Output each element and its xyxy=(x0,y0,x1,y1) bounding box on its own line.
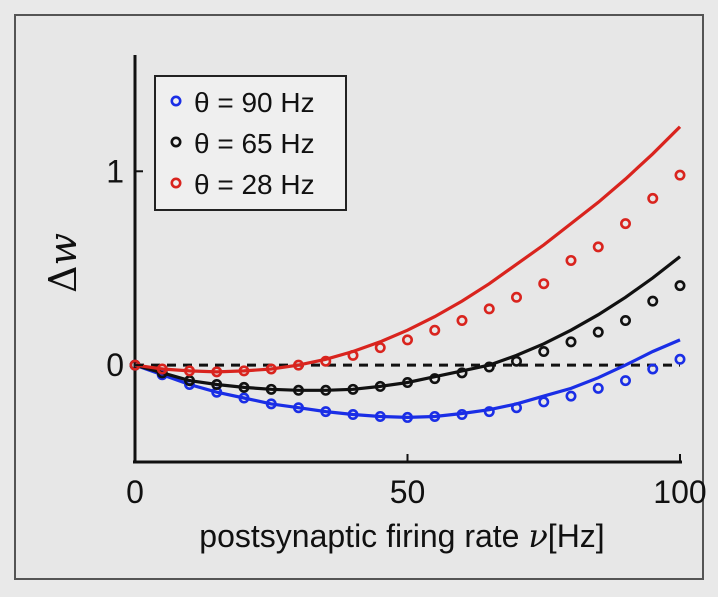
series-2-point-17 xyxy=(592,241,604,253)
legend-marker-0 xyxy=(170,95,182,107)
legend: θ = 90 Hz θ = 65 Hz θ = 28 Hz xyxy=(154,75,347,211)
series-2-point-11 xyxy=(429,324,441,336)
series-1-point-3 xyxy=(211,378,223,390)
series-2-point-8 xyxy=(347,349,359,361)
legend-label-1: θ = 65 Hz xyxy=(194,128,315,159)
series-2-fit-line xyxy=(134,125,682,374)
series-0 xyxy=(129,338,686,423)
series-0-point-5 xyxy=(265,398,277,410)
figure-frame xyxy=(14,14,704,580)
series-2-point-16 xyxy=(565,254,577,266)
series-0-point-10 xyxy=(401,411,413,423)
series-0-point-18 xyxy=(619,375,631,387)
x-tick-label-1: 50 xyxy=(390,474,426,510)
series-0-point-12 xyxy=(456,409,468,421)
series-1-point-5 xyxy=(265,383,277,395)
series-0-point-19 xyxy=(647,363,659,375)
x-axis-label: postsynaptic firing rate ν[Hz] xyxy=(199,517,604,555)
series-2-point-18 xyxy=(619,218,631,230)
series-1-point-18 xyxy=(619,315,631,327)
series-0-point-15 xyxy=(538,396,550,408)
series-1-point-15 xyxy=(538,346,550,358)
series-2-point-7 xyxy=(320,355,332,367)
series-1-point-17 xyxy=(592,326,604,338)
series-2 xyxy=(129,125,686,378)
legend-box xyxy=(154,75,347,211)
series-0-point-11 xyxy=(429,410,441,422)
series-0-point-17 xyxy=(592,382,604,394)
ticks: 0 50 100 0 1 xyxy=(106,153,706,510)
series-1-point-12 xyxy=(456,367,468,379)
series-1-point-19 xyxy=(647,295,659,307)
x-tick-label-0: 0 xyxy=(126,474,144,510)
series-1-point-11 xyxy=(429,373,441,385)
y-tick-label-0: 0 xyxy=(106,347,124,383)
series-2-point-10 xyxy=(401,334,413,346)
y-tick-label-1: 1 xyxy=(106,153,124,189)
series-2-point-9 xyxy=(374,342,386,354)
series-1-point-14 xyxy=(510,355,522,367)
series-1-point-7 xyxy=(320,384,332,396)
series-2-point-13 xyxy=(483,303,495,315)
series-2-point-5 xyxy=(265,363,277,375)
legend-label-2: θ = 28 Hz xyxy=(194,169,315,200)
series-layer xyxy=(129,125,686,423)
series-1-point-16 xyxy=(565,336,577,348)
series-0-point-4 xyxy=(238,392,250,404)
series-2-point-20 xyxy=(674,169,686,181)
series-2-point-3 xyxy=(211,366,223,378)
series-0-point-13 xyxy=(483,406,495,418)
series-2-point-19 xyxy=(647,192,659,204)
series-1-point-6 xyxy=(292,384,304,396)
series-0-point-16 xyxy=(565,390,577,402)
legend-marker-1 xyxy=(170,136,182,148)
series-1-point-10 xyxy=(401,377,413,389)
series-1-point-13 xyxy=(483,361,495,373)
series-0-point-7 xyxy=(320,406,332,418)
series-1-point-8 xyxy=(347,383,359,395)
series-0-point-8 xyxy=(347,409,359,421)
series-1-fit-line xyxy=(134,255,681,392)
series-1-point-4 xyxy=(238,381,250,393)
y-axis-label: Δw xyxy=(41,233,85,293)
legend-marker-2 xyxy=(170,177,182,189)
legend-label-0: θ = 90 Hz xyxy=(194,87,315,118)
series-0-point-6 xyxy=(292,402,304,414)
series-0-fit-line xyxy=(134,338,681,420)
series-2-point-12 xyxy=(456,315,468,327)
series-0-point-9 xyxy=(374,410,386,422)
x-tick-label-2: 100 xyxy=(653,474,706,510)
series-0-point-20 xyxy=(674,353,686,365)
series-2-point-15 xyxy=(538,278,550,290)
series-2-point-14 xyxy=(510,291,522,303)
series-1-point-9 xyxy=(374,380,386,392)
series-2-point-2 xyxy=(184,365,196,377)
series-2-point-6 xyxy=(292,359,304,371)
series-2-point-4 xyxy=(238,365,250,377)
series-0-point-14 xyxy=(510,402,522,414)
series-1-point-20 xyxy=(674,280,686,292)
series-2-point-1 xyxy=(156,363,168,375)
